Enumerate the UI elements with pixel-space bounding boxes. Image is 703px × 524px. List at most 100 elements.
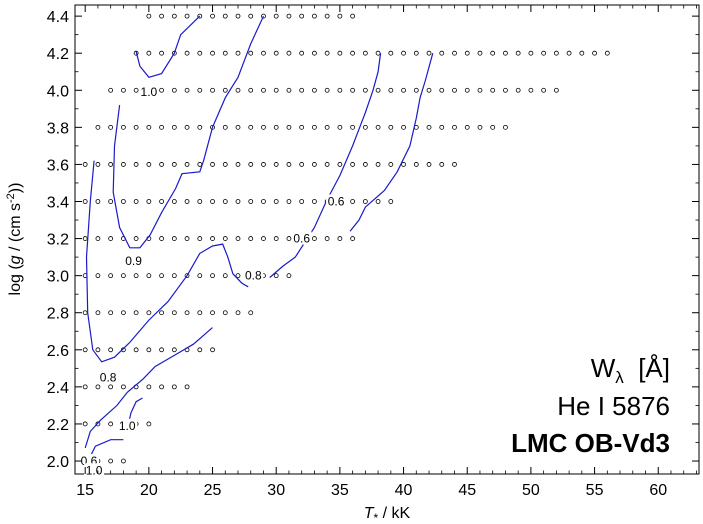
grid-point — [146, 124, 152, 130]
grid-point — [108, 347, 114, 353]
x-tick-label: 60 — [649, 482, 667, 499]
grid-point — [108, 458, 114, 464]
grid-point — [171, 13, 177, 19]
grid-point — [248, 50, 254, 56]
grid-point — [159, 13, 164, 19]
contour-line — [85, 160, 249, 363]
grid-point — [261, 13, 266, 19]
grid-point — [261, 236, 266, 241]
grid-point — [286, 162, 292, 167]
grid-point — [235, 273, 241, 279]
contour-line — [112, 15, 265, 249]
grid-point — [401, 124, 406, 130]
grid-point — [401, 162, 406, 167]
grid-point — [210, 347, 215, 353]
grid-point — [210, 13, 215, 19]
contour-label-background — [98, 370, 119, 384]
grid-point — [82, 162, 88, 167]
contour-label: 0.9 — [125, 254, 142, 268]
grid-point — [350, 199, 356, 204]
grid-point — [120, 124, 126, 130]
contour-label-background — [138, 85, 159, 99]
annotation-line-name: He I 5876 — [557, 391, 670, 421]
grid-point — [273, 236, 279, 241]
grid-point — [120, 384, 126, 390]
y-axis-label-unit: / (cm s — [7, 203, 24, 255]
grid-point — [553, 50, 559, 56]
grid-point — [439, 124, 445, 130]
grid-point — [95, 199, 101, 204]
grid-point — [515, 50, 521, 56]
contour-label: 0.6 — [328, 194, 345, 208]
grid-point — [184, 162, 190, 167]
grid-point — [553, 87, 559, 93]
grid-point — [146, 273, 152, 279]
x-tick-label: 15 — [76, 482, 94, 499]
x-axis-label-symbol: T — [364, 505, 375, 522]
contour-label-background — [84, 463, 105, 477]
x-tick-label: 40 — [395, 482, 413, 499]
grid-point — [82, 199, 88, 204]
y-tick-label: 2.8 — [47, 306, 69, 323]
x-tick-label: 35 — [331, 482, 349, 499]
grid-point — [477, 50, 483, 56]
grid-point — [299, 87, 305, 93]
annotation-quantity-unit: [Å] — [624, 353, 670, 383]
grid-point — [222, 310, 228, 316]
grid-point — [426, 124, 432, 130]
grid-point — [120, 310, 126, 316]
grid-point — [248, 236, 254, 241]
grid-point — [528, 50, 534, 56]
grid-point — [413, 50, 419, 56]
y-tick-label: 4.0 — [47, 83, 69, 100]
grid-point — [261, 124, 266, 130]
grid-point — [171, 50, 177, 56]
grid-point — [184, 236, 190, 241]
grid-point — [401, 50, 406, 56]
y-axis-label-suffix: )) — [7, 183, 24, 194]
grid-point — [210, 273, 215, 279]
grid-point — [146, 50, 152, 56]
grid-point — [490, 50, 496, 56]
contour-line — [269, 53, 382, 278]
grid-point — [197, 124, 203, 130]
x-axis-label: T* / kK — [364, 505, 411, 524]
grid-point — [477, 124, 483, 130]
contour-label: 0.8 — [100, 371, 117, 385]
grid-point — [299, 50, 305, 56]
grid-point — [159, 273, 164, 279]
grid-point — [286, 199, 292, 204]
grid-point — [82, 310, 88, 316]
grid-point — [541, 87, 547, 93]
grid-point — [235, 87, 241, 93]
grid-point — [95, 310, 101, 316]
y-tick-label: 3.2 — [47, 232, 69, 249]
grid-point — [452, 124, 457, 130]
grid-point — [248, 13, 254, 19]
grid-point — [426, 87, 432, 93]
grid-point — [222, 273, 228, 279]
grid-point — [452, 50, 457, 56]
grid-point — [159, 347, 164, 353]
grid-point — [273, 162, 279, 167]
contour-label-background — [243, 268, 264, 282]
grid-point — [210, 50, 215, 56]
grid-point — [299, 162, 305, 167]
grid-point — [82, 236, 88, 241]
grid-point — [159, 310, 164, 316]
grid-point — [248, 124, 254, 130]
grid-point — [439, 162, 445, 167]
grid-point — [171, 87, 177, 93]
contour-label: 1.0 — [119, 419, 136, 433]
y-tick-label: 2.6 — [47, 343, 69, 360]
grid-point — [108, 87, 114, 93]
grid-point — [490, 87, 496, 93]
grid-point — [171, 384, 177, 390]
grid-point — [197, 162, 203, 167]
y-tick-label: 3.0 — [47, 269, 69, 286]
grid-point — [579, 50, 585, 56]
grid-point — [133, 124, 139, 130]
grid-point — [146, 162, 152, 167]
grid-point — [108, 384, 114, 390]
